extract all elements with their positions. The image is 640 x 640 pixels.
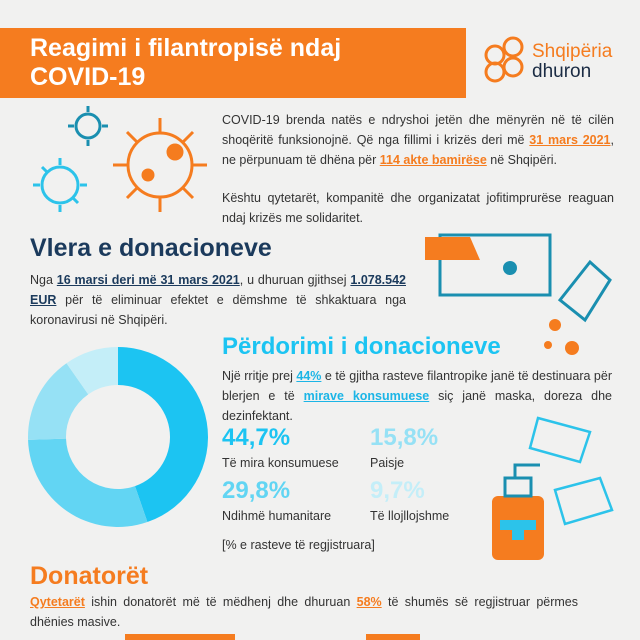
highlight: 16 marsi deri më 31 mars 2021 bbox=[56, 273, 240, 287]
donut-segment bbox=[118, 347, 209, 523]
brand: Shqipëria dhuron bbox=[532, 42, 612, 82]
highlight: Qytetarët bbox=[30, 595, 85, 609]
stat-label: Ndihmë humanitare bbox=[222, 509, 332, 523]
text: e të gjitha rasteve filantropike janë të… bbox=[222, 369, 612, 403]
brand-text: dhuron bbox=[532, 61, 592, 82]
text: COVID-19 brenda natës e ndryshoi jetën d… bbox=[222, 113, 614, 147]
stat-label: Të llojllojshme bbox=[370, 509, 450, 523]
header-bar bbox=[0, 28, 466, 98]
highlight: 44% bbox=[296, 369, 322, 383]
text: të shumës së regjistruar përmes dhënies … bbox=[30, 595, 579, 629]
text: Nga bbox=[30, 273, 57, 287]
virus-icon bbox=[33, 158, 87, 212]
donut-segment bbox=[27, 363, 89, 440]
highlight: 58% bbox=[356, 595, 382, 609]
note: [% e rasteve të regjistruara] bbox=[222, 538, 375, 552]
paragraph: Nga 16 marsi deri më 31 mars 2021, u dhu… bbox=[30, 270, 406, 330]
title-line: COVID-19 bbox=[30, 63, 146, 91]
footer-bar bbox=[125, 634, 235, 640]
intro: COVID-19 brenda natës e ndryshoi jetën d… bbox=[222, 110, 614, 228]
paragraph: COVID-19 brenda natës e ndryshoi jetën d… bbox=[222, 110, 614, 170]
brand-text: Shqipëria bbox=[532, 41, 613, 62]
virus-icon bbox=[113, 118, 207, 212]
section-heading: Përdorimi i donacioneve bbox=[222, 333, 501, 360]
donut-chart bbox=[27, 347, 209, 527]
section-heading: Donatorët bbox=[30, 562, 149, 590]
title: Reagimi i filantropisë ndaj COVID-19 bbox=[30, 34, 341, 92]
text: në Shqipëri. bbox=[486, 153, 557, 167]
text: , ne përpunuam të dhëna për bbox=[222, 133, 614, 167]
stat-value: 9,7% bbox=[370, 477, 425, 504]
text: siç janë maska, doreza dhe dezinfektant. bbox=[222, 389, 613, 423]
virus-icon bbox=[68, 106, 108, 146]
paragraph: Një rritje prej 44% e të gjitha rasteve … bbox=[222, 366, 612, 426]
stat-label: Të mira konsumuese bbox=[222, 456, 339, 470]
section-heading: Vlera e donacioneve bbox=[30, 234, 272, 262]
donut-segment bbox=[28, 438, 148, 527]
brand-logo bbox=[484, 36, 524, 83]
stat-value: 44,7% bbox=[222, 424, 291, 451]
highlight: 114 akte bamirëse bbox=[379, 153, 487, 167]
text: ishin donatorët më të mëdhenj dhe dhurua… bbox=[84, 595, 357, 609]
highlight: 31 mars 2021 bbox=[529, 133, 611, 147]
stat-value: 15,8% bbox=[370, 424, 439, 451]
stat-label: Paisje bbox=[370, 456, 405, 470]
stat-value: 29,8% bbox=[222, 477, 291, 504]
footer-bar bbox=[366, 634, 420, 640]
text: , u dhuruan gjithsej bbox=[239, 273, 351, 287]
mask-icon bbox=[528, 416, 614, 526]
paragraph: Kështu qytetarët, kompanitë dhe organiza… bbox=[222, 191, 614, 225]
donut-segment bbox=[66, 347, 118, 395]
paragraph: Qytetarët ishin donatorët më të mëdhenj … bbox=[30, 592, 578, 632]
glove-icon bbox=[544, 259, 612, 355]
title-line: Reagimi i filantropisë ndaj bbox=[30, 34, 342, 62]
sanitizer-icon bbox=[492, 463, 544, 560]
highlight: mirave konsumuese bbox=[303, 389, 430, 403]
text: për të eliminuar efektet e dëmshme të sh… bbox=[30, 293, 406, 327]
highlight: 1.078.542 EUR bbox=[30, 273, 406, 307]
text: Një rritje prej bbox=[222, 369, 297, 383]
card-icon bbox=[425, 233, 552, 297]
